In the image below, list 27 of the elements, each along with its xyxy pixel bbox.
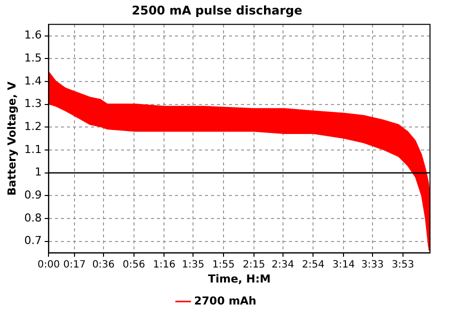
x-tick-label: 0:17 <box>63 259 86 270</box>
y-tick-label: 0.8 <box>24 211 42 224</box>
x-tick-label: 2:15 <box>242 259 266 270</box>
x-tick-label: 2:34 <box>272 259 294 270</box>
y-tick-label: 1.6 <box>24 28 42 42</box>
x-tick-label: 1:55 <box>212 259 235 270</box>
x-tick-label: 1:16 <box>153 259 176 270</box>
x-tick-label: 3:53 <box>392 259 414 270</box>
y-tick-label: 1.4 <box>24 74 42 88</box>
x-tick-label: 0:56 <box>122 259 146 270</box>
x-tick-label: 0:00 <box>37 259 60 270</box>
x-tick-label: 2:54 <box>302 259 324 270</box>
y-tick-label: 0.9 <box>24 188 42 202</box>
chart-title: 2500 mA pulse discharge <box>132 3 302 18</box>
y-axis-title: Battery Voltage, V <box>5 81 18 196</box>
x-tick-label: 1:35 <box>182 259 204 270</box>
y-tick-label: 1.5 <box>24 52 42 65</box>
x-tick-label: 0:36 <box>92 259 115 270</box>
x-tick-label: 3:14 <box>332 259 355 270</box>
x-tick-label: 3:33 <box>361 259 384 270</box>
y-tick-label: 1.1 <box>24 142 42 156</box>
legend-label: 2700 mAh <box>194 294 256 308</box>
y-tick-label: 1 <box>34 166 42 179</box>
x-axis-title: Time, H:M <box>208 272 271 286</box>
y-tick-label: 1.3 <box>24 97 42 110</box>
y-tick-label: 1.2 <box>24 120 42 134</box>
y-tick-label: 0.7 <box>24 234 42 248</box>
